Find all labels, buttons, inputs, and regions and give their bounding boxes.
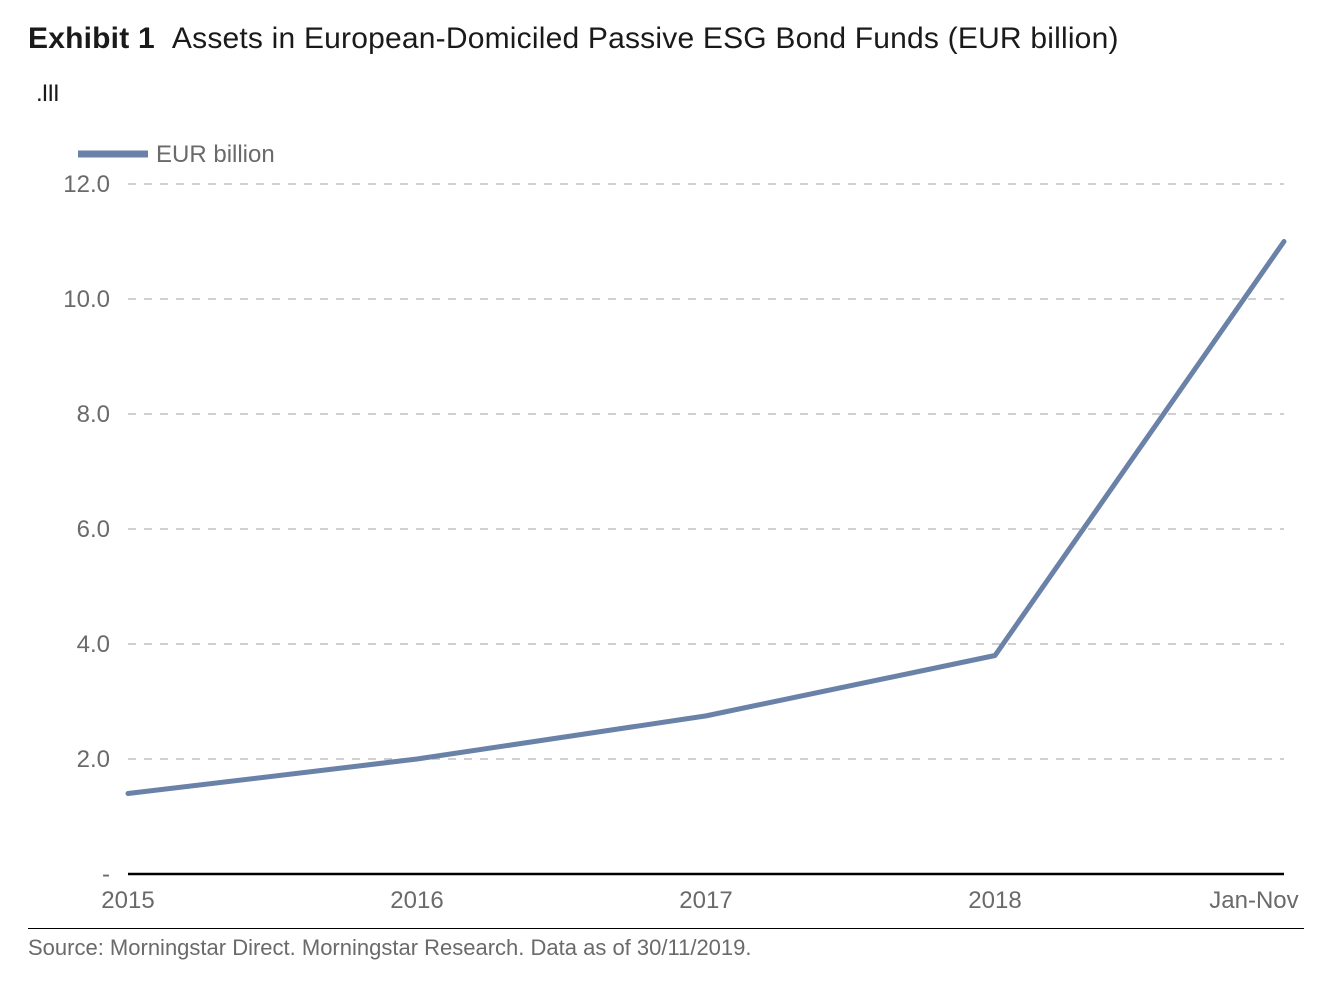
x-tick-label: Jan-Nov 2019 — [1209, 887, 1304, 914]
source-text: Source: Morningstar Direct. Morningstar … — [28, 935, 752, 960]
legend-label: EUR billion — [156, 141, 275, 168]
chart-svg: - 2.0 4.0 6.0 8.0 10.0 12.0 2015 2016 2017 2018 Jan… — [28, 114, 1304, 920]
series-line — [128, 242, 1284, 794]
y-tick-label: 4.0 — [77, 631, 110, 658]
x-tick-label: 2017 — [679, 887, 732, 914]
y-tick-label: 8.0 — [77, 401, 110, 428]
y-tick-label: 2.0 — [77, 746, 110, 773]
x-tick-label: 2018 — [968, 887, 1021, 914]
exhibit-title-text: Assets in European-Domiciled Passive ESG… — [172, 22, 1119, 55]
exhibit-title: Exhibit 1 Assets in European-Domiciled P… — [28, 22, 1304, 56]
y-tick-label: - — [102, 861, 110, 888]
line-chart: - 2.0 4.0 6.0 8.0 10.0 12.0 2015 2016 2017 2018 Jan… — [28, 114, 1304, 920]
x-tick-label: 2015 — [101, 887, 154, 914]
y-tick-label: 10.0 — [63, 286, 110, 313]
x-tick-label: 2016 — [390, 887, 443, 914]
exhibit-label: Exhibit 1 — [28, 22, 155, 55]
y-tick-label: 12.0 — [63, 171, 110, 198]
source-footer: Source: Morningstar Direct. Morningstar … — [28, 928, 1304, 961]
exhibit-container: Exhibit 1 Assets in European-Domiciled P… — [0, 0, 1332, 992]
small-mark: .III — [36, 80, 1304, 108]
y-tick-label: 6.0 — [77, 516, 110, 543]
